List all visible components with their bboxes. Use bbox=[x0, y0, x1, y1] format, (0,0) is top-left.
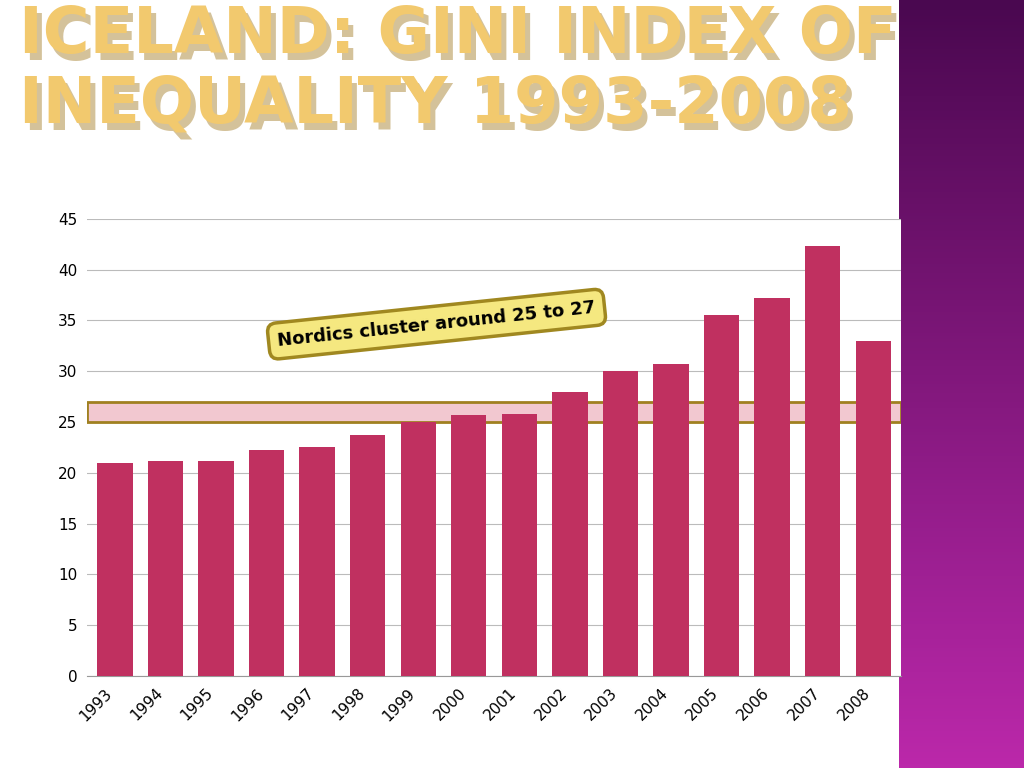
Bar bbox=[249, 450, 285, 676]
Bar bbox=[552, 392, 588, 676]
Bar bbox=[299, 447, 335, 676]
Bar bbox=[856, 341, 891, 676]
Bar bbox=[603, 371, 638, 676]
Bar bbox=[147, 461, 183, 676]
Bar bbox=[97, 462, 132, 676]
Bar bbox=[87, 402, 901, 422]
Bar bbox=[502, 414, 537, 676]
Bar bbox=[350, 435, 385, 676]
Bar bbox=[452, 415, 486, 676]
Bar bbox=[703, 316, 739, 676]
Bar bbox=[400, 422, 436, 676]
Bar bbox=[199, 461, 233, 676]
Text: Nordics cluster around 25 to 27: Nordics cluster around 25 to 27 bbox=[276, 299, 596, 349]
Bar bbox=[653, 364, 689, 676]
Text: ICELAND: GINI INDEX OF
INEQUALITY 1993-2008: ICELAND: GINI INDEX OF INEQUALITY 1993-2… bbox=[24, 11, 901, 142]
Text: ICELAND: GINI INDEX OF
INEQUALITY 1993-2008: ICELAND: GINI INDEX OF INEQUALITY 1993-2… bbox=[19, 4, 897, 135]
Bar bbox=[805, 247, 841, 676]
Bar bbox=[755, 298, 790, 676]
